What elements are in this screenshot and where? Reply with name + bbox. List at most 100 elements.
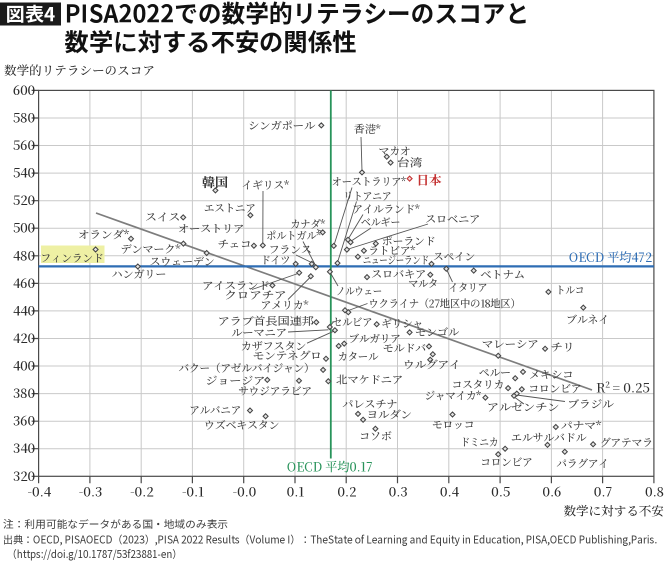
svg-text:560: 560 (13, 135, 36, 154)
svg-text:ギリシャ: ギリシャ (381, 315, 423, 331)
svg-text:コロンビア: コロンビア (480, 454, 532, 470)
svg-text:オーストラリア*: オーストラリア* (332, 174, 407, 190)
svg-text:ペルー: ペルー (479, 365, 511, 381)
svg-text:480: 480 (13, 245, 36, 264)
svg-text:フィンランド: フィンランド (40, 250, 103, 266)
svg-text:ベトナム: ベトナム (480, 266, 525, 282)
svg-text:-0.0: -0.0 (233, 482, 257, 501)
svg-text:ポーランド: ポーランド (382, 233, 436, 249)
svg-text:グアテマラ: グアテマラ (600, 435, 653, 451)
svg-text:ウズベキスタン: ウズベキスタン (204, 417, 279, 433)
svg-text:図表4: 図表4 (6, 0, 55, 27)
svg-text:コロンビア: コロンビア (528, 381, 581, 397)
svg-text:340: 340 (13, 438, 36, 457)
svg-text:ジョージア: ジョージア (205, 372, 265, 388)
svg-text:モンテネグロ: モンテネグロ (253, 347, 322, 363)
svg-text:ポルトガル*: ポルトガル* (266, 228, 322, 244)
svg-text:OECD 平均472: OECD 平均472 (569, 247, 653, 266)
svg-text:オーストリア: オーストリア (178, 221, 244, 237)
svg-text:ブラジル: ブラジル (567, 396, 614, 412)
svg-text:ウルグアイ: ウルグアイ (403, 357, 460, 373)
svg-text:ラトビア*: ラトビア* (368, 242, 416, 258)
svg-text:-0.4: -0.4 (28, 482, 52, 501)
svg-text:ヨルダン: ヨルダン (367, 406, 412, 422)
svg-text:380: 380 (13, 383, 36, 402)
svg-text:ベルギー: ベルギー (361, 214, 401, 230)
svg-text:出典：OECD, PISAOECD（2023）,PISA 2: 出典：OECD, PISAOECD（2023）,PISA 2022 Result… (3, 533, 657, 548)
svg-text:360: 360 (13, 411, 36, 430)
svg-text:320: 320 (13, 466, 36, 485)
svg-text:= 0.25: = 0.25 (613, 378, 651, 397)
svg-text:スペイン: スペイン (433, 249, 475, 265)
svg-text:420: 420 (13, 328, 36, 347)
svg-text:520: 520 (13, 190, 36, 209)
svg-text:R: R (596, 378, 606, 397)
svg-text:580: 580 (13, 107, 36, 126)
svg-text:フランス: フランス (269, 241, 312, 257)
svg-text:500: 500 (13, 218, 36, 237)
svg-text:（https://doi.g/10.1787/53f2388: （https://doi.g/10.1787/53f23881-en） (7, 547, 182, 562)
svg-text:540: 540 (13, 163, 36, 182)
svg-text:セルビア: セルビア (332, 314, 372, 330)
svg-text:ノルウェー: ノルウェー (336, 283, 382, 299)
svg-text:パナマ*: パナマ* (561, 418, 602, 434)
svg-text:アラブ首長国連邦: アラブ首長国連邦 (218, 313, 315, 329)
svg-text:ドミニカ: ドミニカ (460, 434, 498, 450)
svg-text:ハンガリー: ハンガリー (112, 266, 166, 282)
svg-text:モンゴル: モンゴル (415, 324, 459, 340)
svg-text:-0.1: -0.1 (182, 482, 204, 501)
svg-text:PISA2022での数学的リテラシーのスコアと: PISA2022での数学的リテラシーのスコアと (65, 0, 529, 31)
svg-text:0.1: 0.1 (287, 482, 305, 501)
svg-text:香港*: 香港* (354, 121, 381, 137)
svg-text:スウェーデン: スウェーデン (150, 253, 215, 269)
svg-text:ルーマニア: ルーマニア (231, 324, 286, 340)
svg-text:マカオ: マカオ (378, 143, 410, 159)
svg-text:エストニア: エストニア (204, 200, 256, 216)
svg-text:メキシコ: メキシコ (529, 367, 573, 383)
svg-text:モロッコ: モロッコ (432, 417, 475, 433)
svg-text:アメリカ*: アメリカ* (260, 297, 309, 313)
svg-text:シンガポール: シンガポール (248, 118, 315, 134)
svg-text:スロバキア: スロバキア (371, 266, 426, 282)
svg-text:マレーシア: マレーシア (482, 336, 539, 352)
svg-text:デンマーク*: デンマーク* (120, 241, 181, 257)
svg-text:600: 600 (13, 80, 36, 99)
svg-text:0.7: 0.7 (594, 482, 613, 501)
svg-text:ウクライナ（27地区中の18地区）: ウクライナ（27地区中の18地区） (369, 296, 521, 312)
svg-text:0.2: 0.2 (337, 482, 357, 501)
svg-text:0.3: 0.3 (389, 482, 408, 501)
svg-text:サウジアラビア: サウジアラビア (238, 383, 312, 399)
svg-text:アルゼンチン: アルゼンチン (487, 399, 560, 415)
svg-text:クロアチア: クロアチア (224, 287, 286, 303)
svg-text:注：利用可能なデータがある国・地域のみ表示: 注：利用可能なデータがある国・地域のみ表示 (3, 517, 228, 532)
svg-text:カザフスタン: カザフスタン (241, 338, 307, 354)
svg-text:パラグアイ: パラグアイ (556, 455, 608, 471)
svg-text:スイス: スイス (145, 209, 180, 225)
svg-text:ブルネイ: ブルネイ (566, 312, 609, 328)
svg-text:マルタ: マルタ (408, 275, 438, 291)
svg-text:北マケドニア: 北マケドニア (336, 371, 403, 387)
svg-text:バクー（アゼルバイジャン）: バクー（アゼルバイジャン） (179, 360, 315, 376)
svg-text:数学に対する不安: 数学に対する不安 (564, 502, 665, 520)
svg-text:エルサルバドル: エルサルバドル (511, 430, 587, 446)
svg-text:カナダ*: カナダ* (290, 216, 326, 232)
svg-text:0.8: 0.8 (645, 482, 665, 501)
svg-text:ニュージーランド: ニュージーランド (363, 252, 429, 268)
svg-text:ブルガリア: ブルガリア (348, 331, 400, 347)
svg-text:0.6: 0.6 (543, 482, 563, 501)
svg-text:コソボ: コソボ (359, 428, 392, 444)
svg-text:イギリス*: イギリス* (242, 177, 290, 193)
svg-text:アイルランド*: アイルランド* (352, 201, 420, 217)
svg-text:パレスチナ: パレスチナ (342, 396, 397, 412)
svg-text:スロベニア: スロベニア (425, 211, 480, 227)
svg-text:400: 400 (13, 356, 36, 375)
svg-text:トルコ: トルコ (556, 282, 584, 298)
svg-text:ジャマイカ*: ジャマイカ* (425, 388, 482, 404)
svg-text:460: 460 (13, 273, 36, 292)
svg-text:OECD 平均0.17: OECD 平均0.17 (287, 457, 373, 476)
svg-text:コスタリカ: コスタリカ (452, 376, 504, 392)
svg-text:韓国: 韓国 (202, 172, 228, 191)
svg-text:チェコ: チェコ (217, 236, 251, 252)
svg-text:イタリア: イタリア (448, 280, 487, 296)
svg-text:日本: 日本 (417, 171, 442, 189)
